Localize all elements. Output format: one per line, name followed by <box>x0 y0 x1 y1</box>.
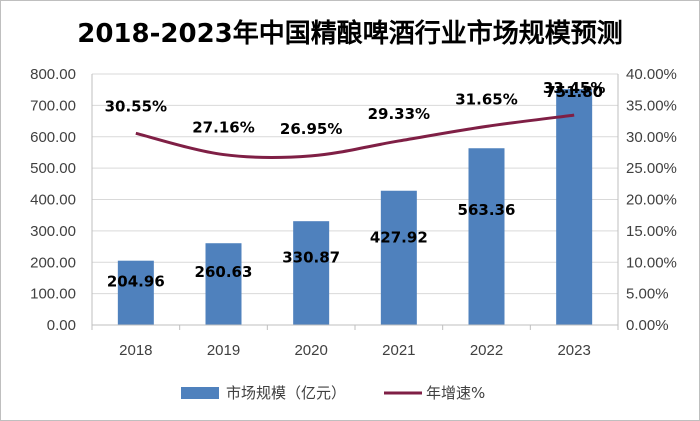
line-value-label: 31.65% <box>455 90 517 108</box>
bar <box>556 89 593 326</box>
line-value-label: 26.95% <box>280 120 342 138</box>
y-left-tick-label: 500.00 <box>30 160 76 177</box>
x-tick-label: 2020 <box>294 342 327 359</box>
y-right-tick-label: 0.00% <box>626 317 669 334</box>
y-right-tick-label: 20.00% <box>626 192 677 209</box>
y-left-tick-label: 300.00 <box>30 223 76 240</box>
x-tick-label: 2022 <box>470 342 503 359</box>
y-left-tick-label: 800.00 <box>30 66 76 83</box>
line-value-label: 29.33% <box>368 105 430 123</box>
y-right-tick-label: 40.00% <box>626 66 677 83</box>
bar <box>117 260 154 325</box>
bar-value-label: 563.36 <box>458 201 516 219</box>
y-left-tick-label: 600.00 <box>30 129 76 146</box>
y-left-tick-label: 700.00 <box>30 97 76 114</box>
y-left-tick-label: 200.00 <box>30 254 76 271</box>
y-right-tick-label: 35.00% <box>626 97 677 114</box>
bar <box>293 221 330 325</box>
legend-line-label: 年增速% <box>426 384 485 402</box>
bar-value-label: 751.80 <box>545 83 603 101</box>
chart-title: 2018-2023年中国精酿啤酒行业市场规模预测 <box>77 18 623 49</box>
bar <box>205 243 242 325</box>
bar-value-label: 260.63 <box>195 263 253 281</box>
y-right-tick-label: 5.00% <box>626 286 669 303</box>
bar-series <box>117 89 593 326</box>
line-value-label: 33.45% <box>543 79 605 97</box>
line-series <box>135 113 575 159</box>
bar-value-label: 204.96 <box>107 273 165 291</box>
legend: 市场规模（亿元） 年增速% <box>181 384 485 402</box>
gridlines <box>92 73 618 326</box>
y-left-tick-label: 100.00 <box>30 286 76 303</box>
bar <box>468 148 505 325</box>
growth-line <box>135 113 575 159</box>
y-right-tick-label: 25.00% <box>626 160 677 177</box>
y-left-tick-label: 400.00 <box>30 192 76 209</box>
x-tick-label: 2021 <box>382 342 415 359</box>
bar-value-label: 330.87 <box>282 249 340 267</box>
legend-bar-label: 市场规模（亿元） <box>226 384 346 402</box>
line-value-label: 27.16% <box>192 119 254 137</box>
line-value-label: 30.55% <box>105 97 167 115</box>
bar <box>380 190 417 325</box>
bar-value-label: 427.92 <box>370 229 428 247</box>
y-right-tick-label: 10.00% <box>626 254 677 271</box>
y-right-tick-label: 30.00% <box>626 129 677 146</box>
legend-bar-swatch <box>181 387 219 399</box>
x-tick-label: 2019 <box>207 342 240 359</box>
x-tick-label: 2018 <box>119 342 152 359</box>
y-left-tick-label: 0.00 <box>47 317 76 334</box>
x-tick-label: 2023 <box>557 342 590 359</box>
data-labels: 204.96 260.63 330.87 427.92 563.36 751.80 30.5… <box>105 79 606 291</box>
y-right-tick-label: 15.00% <box>626 223 677 240</box>
axes: 0.00 100.00 200.00 300.00 400.00 500.00 600.00… <box>30 66 677 359</box>
